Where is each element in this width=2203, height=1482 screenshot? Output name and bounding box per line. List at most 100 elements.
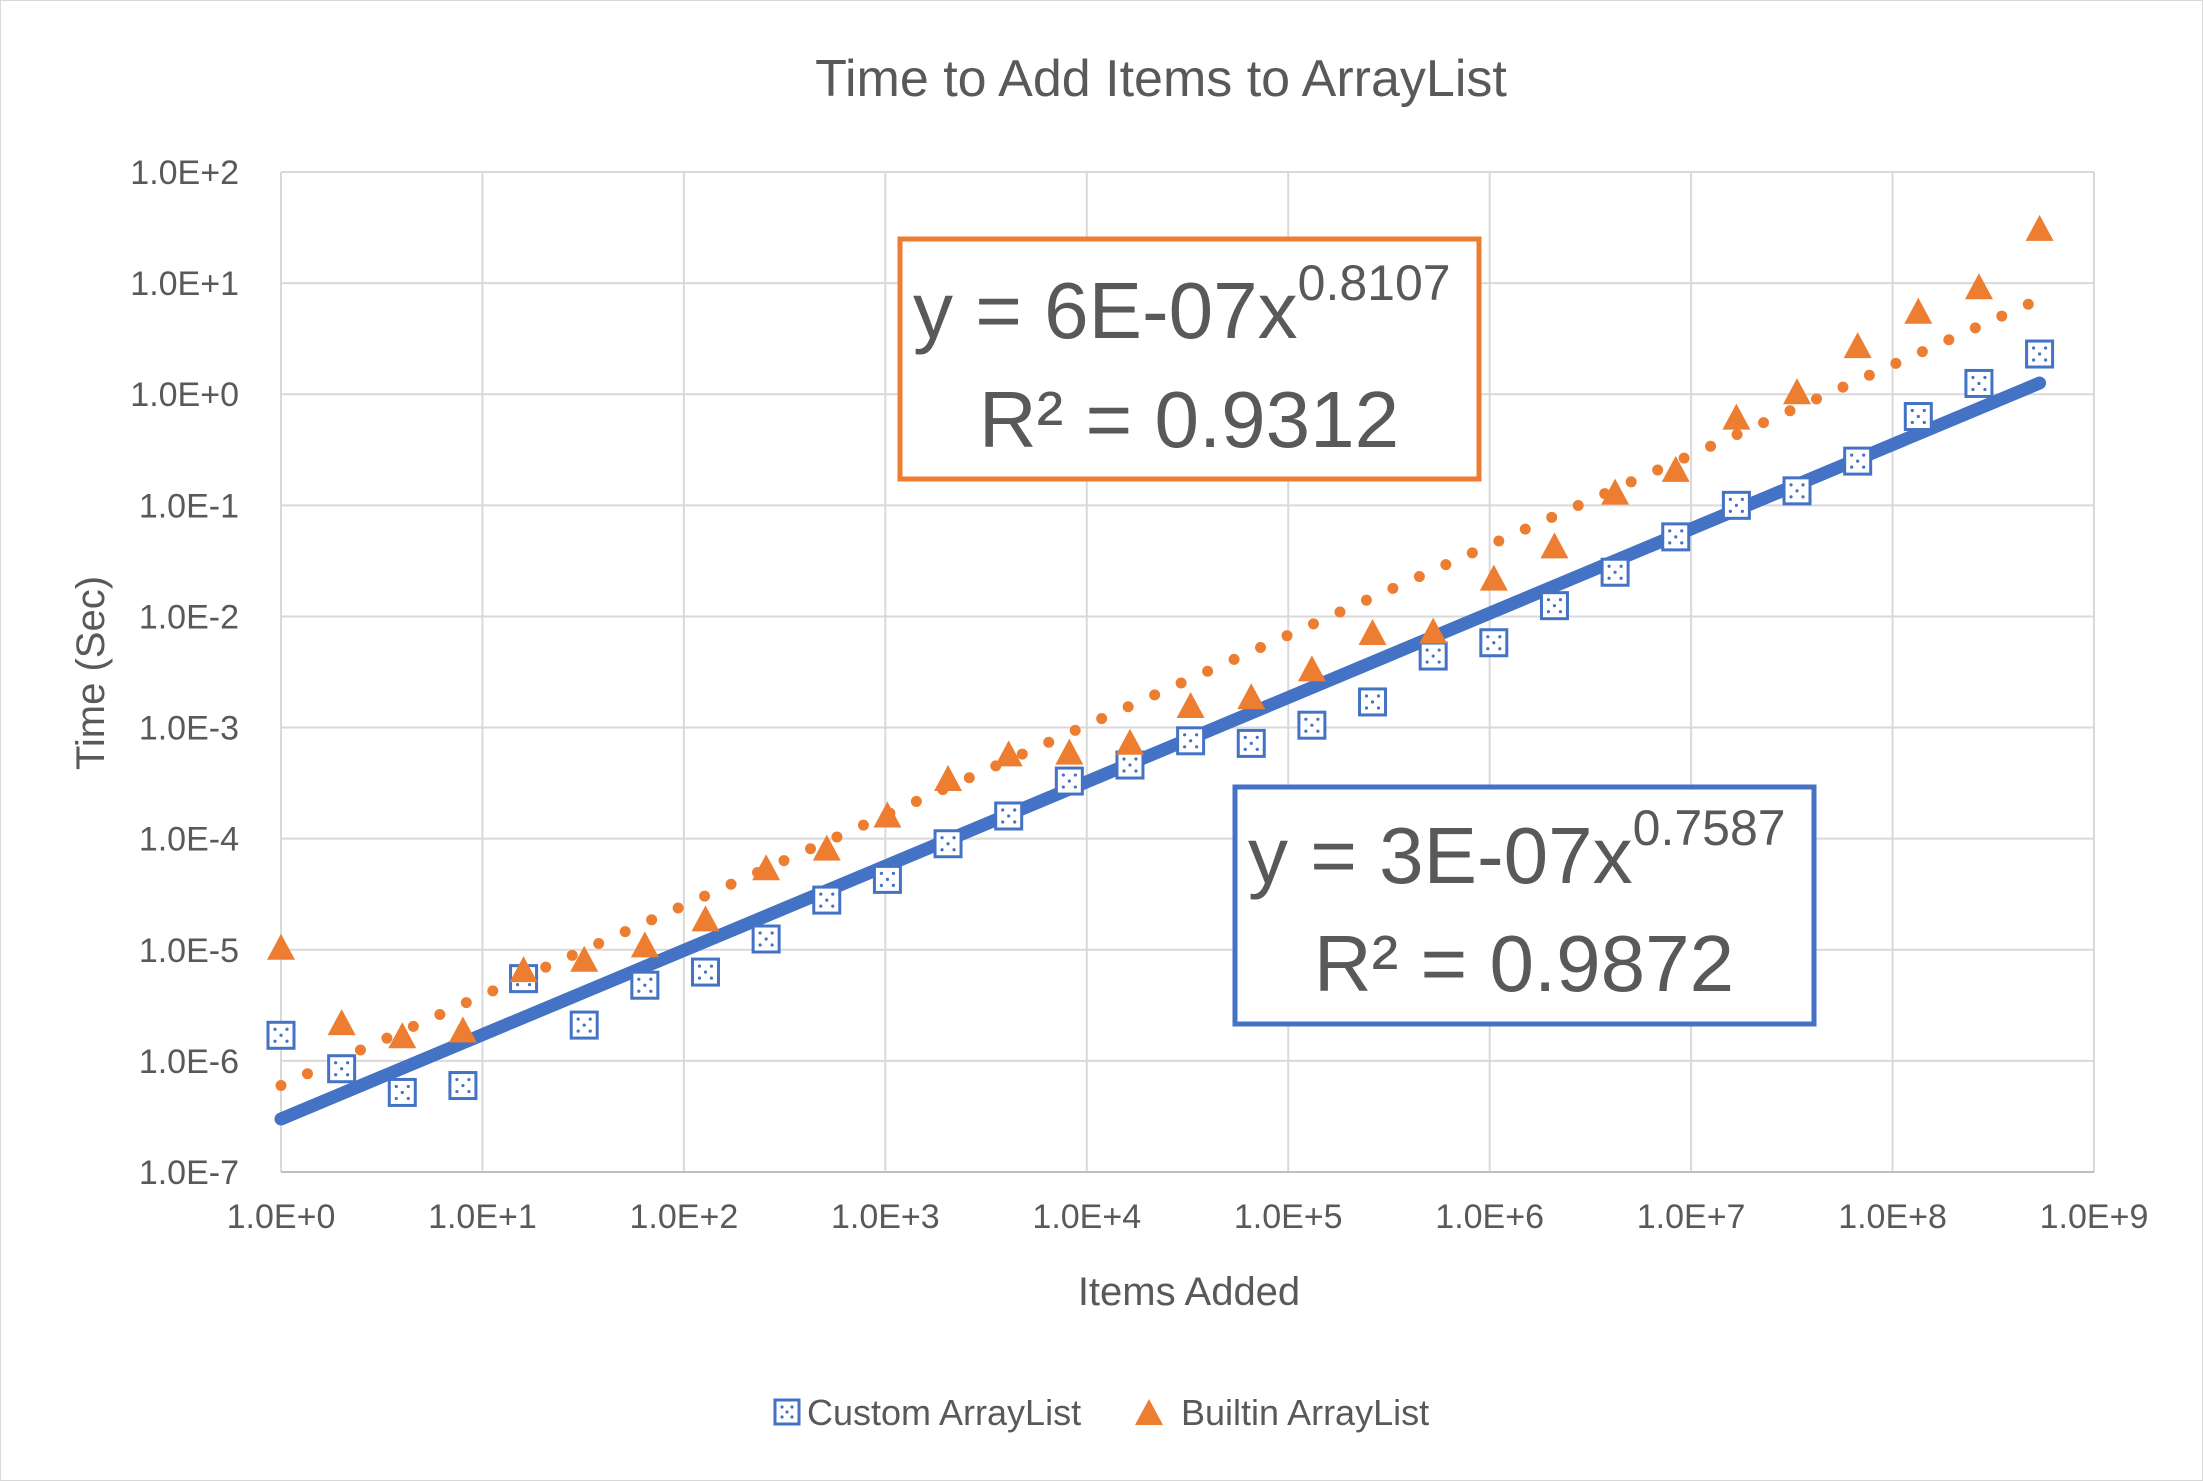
custom-point-dot <box>1498 647 1502 651</box>
builtin-point <box>267 933 295 960</box>
custom-point-dot <box>1061 773 1065 777</box>
custom-point-dot <box>1304 729 1308 733</box>
custom-point <box>872 864 902 894</box>
legend: Custom ArrayList Builtin ArrayList <box>773 1392 1429 1433</box>
custom-point-dot <box>340 1067 344 1071</box>
custom-point-dot <box>2031 346 2036 350</box>
custom-point-dot <box>1971 375 1975 380</box>
custom-point-dot <box>770 943 774 947</box>
builtin-point <box>1237 683 1266 710</box>
custom-point-dot <box>1619 576 1623 580</box>
builtin-point <box>1115 728 1144 755</box>
custom-point-dot <box>1680 529 1684 533</box>
custom-r-squared: R² = 0.9872 <box>1314 919 1734 1008</box>
custom-point <box>1539 591 1569 621</box>
custom-point <box>327 1054 357 1084</box>
custom-point-dot <box>406 1084 410 1089</box>
custom-point-dot <box>952 836 956 840</box>
builtin-point <box>1297 655 1326 682</box>
custom-point-dot <box>1977 381 1981 386</box>
builtin-point <box>327 1009 356 1036</box>
x-tick-label: 1.0E+1 <box>428 1198 537 1236</box>
custom-point <box>448 1071 478 1101</box>
custom-point <box>2025 339 2055 369</box>
custom-point-dot <box>273 1027 277 1031</box>
custom-point-dot <box>1922 420 1926 425</box>
custom-point <box>1176 726 1206 756</box>
custom-point-dot <box>831 892 835 896</box>
custom-point <box>812 885 842 915</box>
legend-item-custom[interactable]: Custom ArrayList <box>773 1392 1081 1433</box>
custom-point <box>1418 641 1448 671</box>
custom-point-dot <box>1304 717 1308 721</box>
custom-point-dot <box>1795 489 1799 493</box>
custom-point <box>1236 728 1266 758</box>
custom-point-dot <box>2037 352 2042 356</box>
custom-point-dot <box>1255 747 1259 752</box>
legend-item-builtin[interactable]: Builtin ArrayList <box>1135 1392 1429 1433</box>
custom-point-dot <box>1552 604 1557 608</box>
custom-point-dot <box>588 1029 592 1033</box>
custom-point-dot <box>1862 465 1866 469</box>
builtin-point <box>1176 691 1205 718</box>
custom-point-dot <box>346 1061 350 1065</box>
custom-point-dot <box>1789 483 1793 487</box>
builtin-point <box>1964 273 1993 300</box>
custom-point-dot <box>1910 420 1914 425</box>
custom-point-dot <box>527 983 532 987</box>
custom-point-dot <box>576 1029 580 1033</box>
builtin-point <box>570 945 599 972</box>
custom-point-dot <box>334 1073 338 1077</box>
builtin-point <box>752 854 781 881</box>
y-tick-label: 1.0E-3 <box>139 710 239 748</box>
y-tick-label: 1.0E-5 <box>139 932 239 970</box>
builtin-point <box>1055 738 1084 765</box>
custom-point-dot <box>879 883 884 887</box>
custom-point-dot <box>758 943 762 947</box>
legend-label-builtin: Builtin ArrayList <box>1181 1392 1429 1433</box>
custom-point-dot <box>1983 375 1987 380</box>
custom-point <box>1782 476 1812 506</box>
custom-point-dot <box>1498 635 1502 639</box>
custom-point-dot <box>1255 735 1259 740</box>
custom-point-dot <box>582 1023 586 1027</box>
builtin-point <box>448 1016 477 1043</box>
custom-point-dot <box>334 1061 338 1065</box>
y-tick-label: 1.0E-7 <box>139 1154 239 1192</box>
custom-point-dot <box>770 931 774 935</box>
custom-point-dot <box>1013 820 1017 824</box>
custom-point-dot <box>1613 570 1617 574</box>
data-points <box>266 214 2055 1107</box>
custom-point-dot <box>285 1027 289 1031</box>
builtin-point <box>388 1022 417 1049</box>
custom-point-dot <box>1922 408 1926 413</box>
custom-point-dot <box>1619 564 1623 568</box>
custom-point-dot <box>819 904 823 908</box>
custom-point-dot <box>825 898 829 902</box>
x-tick-label: 1.0E+3 <box>831 1198 940 1236</box>
custom-point-dot <box>891 883 896 887</box>
x-tick-label: 1.0E+4 <box>1032 1198 1141 1236</box>
custom-point-dot <box>1437 648 1441 652</box>
builtin-point <box>2025 214 2054 241</box>
custom-point-dot <box>1001 820 1005 824</box>
custom-point-dot <box>1243 735 1247 740</box>
custom-point <box>1600 557 1630 587</box>
y-tick-label: 1.0E-1 <box>139 487 239 525</box>
custom-point-dot <box>1607 576 1611 580</box>
custom-point-dot <box>1007 814 1011 818</box>
custom-point-dot <box>885 877 890 881</box>
custom-point <box>1115 750 1145 780</box>
custom-point <box>1903 402 1933 432</box>
custom-point-dot <box>1862 453 1866 457</box>
custom-point-dot <box>1249 741 1253 746</box>
custom-point-dot <box>455 1077 459 1082</box>
custom-point-dot <box>455 1089 459 1094</box>
y-tick-label: 1.0E-2 <box>139 598 239 636</box>
custom-point-dot <box>1728 509 1732 513</box>
custom-point-dot <box>1789 495 1793 499</box>
custom-point-dot <box>940 848 944 852</box>
custom-point-dot <box>1546 598 1551 602</box>
custom-point-dot <box>649 989 653 993</box>
builtin-equation: y = 6E-07x <box>913 266 1298 355</box>
